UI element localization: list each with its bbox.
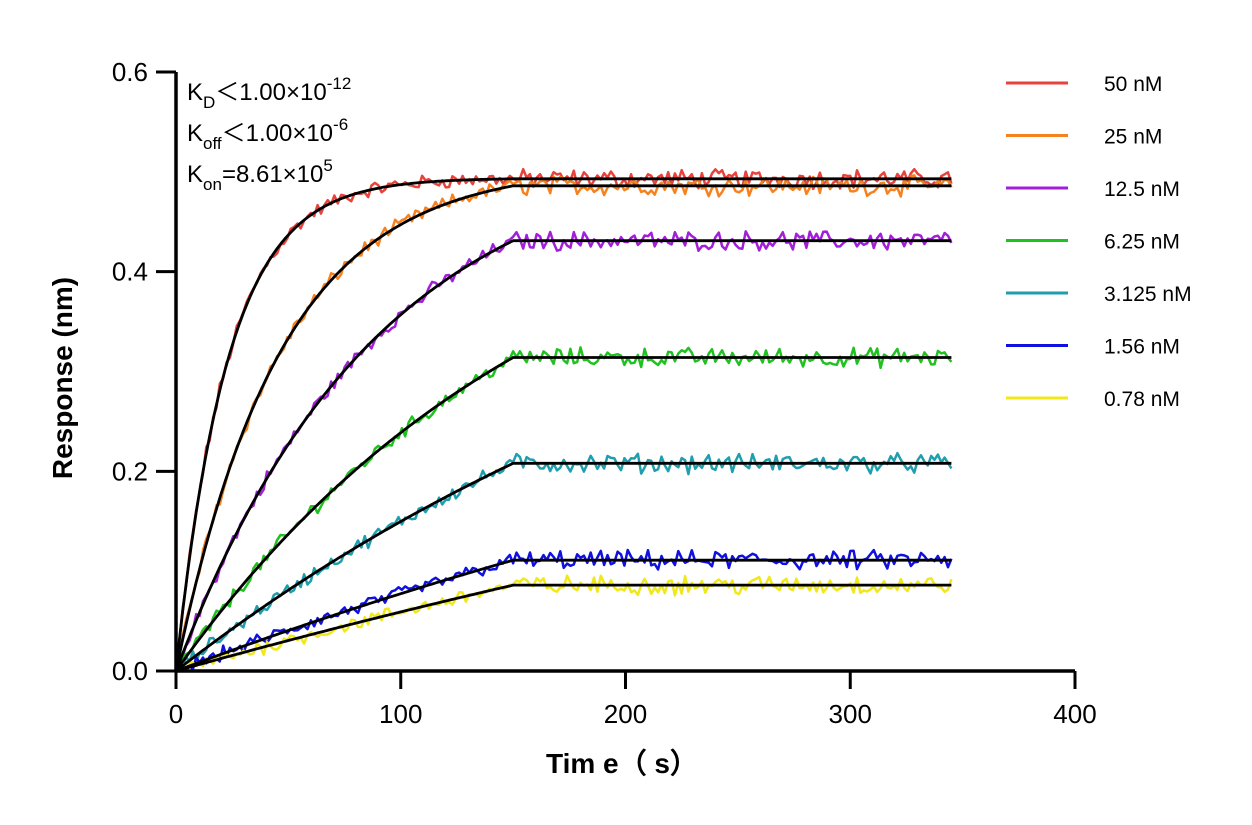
legend: 50 nM 25 nM 12.5 nM 6.25 nM 3.125 nM 1.56 nM 0… <box>1006 73 1192 411</box>
series-line-6 <box>175 548 953 673</box>
legend-label-1: 50 nM <box>1104 73 1162 96</box>
x-tick-label: 200 <box>604 699 647 729</box>
fit-line-5 <box>175 461 952 673</box>
kinetic-annotation-2: Koff＜1.00×10-6 <box>187 115 348 153</box>
y-tick-label: 0.6 <box>112 57 148 87</box>
x-axis-title: Tim e（ s） <box>546 747 698 779</box>
legend-label-6: 1.56 nM <box>1104 336 1180 359</box>
fit-line-2 <box>174 184 952 672</box>
kinetic-annotation-1: KD＜1.00×10-12 <box>187 74 351 112</box>
series-line-2 <box>174 174 953 672</box>
fit-line-1 <box>174 177 952 672</box>
legend-label-7: 0.78 nM <box>1104 388 1180 411</box>
series-line-7 <box>175 574 953 673</box>
y-tick-label: 0.2 <box>112 456 148 486</box>
series-line-4 <box>174 346 953 672</box>
fit-line-6 <box>175 558 952 673</box>
x-tick-label: 0 <box>169 699 183 729</box>
fit-layer <box>174 177 952 673</box>
legend-label-2: 25 nM <box>1104 126 1162 149</box>
x-tick-label: 100 <box>379 699 422 729</box>
legend-label-5: 3.125 nM <box>1104 283 1192 306</box>
data-layer <box>174 167 953 673</box>
series-line-3 <box>174 230 953 672</box>
fit-line-7 <box>175 583 952 673</box>
legend-label-3: 12.5 nM <box>1104 178 1180 201</box>
y-tick-label: 0.0 <box>112 656 148 686</box>
y-tick-label: 0.4 <box>112 257 148 287</box>
fit-line-4 <box>174 356 952 672</box>
fit-line-3 <box>174 239 952 672</box>
x-tick-label: 300 <box>829 699 872 729</box>
kinetic-annotation-3: Kon=8.61×105 <box>187 156 333 194</box>
legend-label-4: 6.25 nM <box>1104 231 1180 254</box>
x-tick-label: 400 <box>1053 699 1096 729</box>
y-axis-title: Response (nm) <box>47 277 78 479</box>
axes: 0 100 200 300 400 0.0 0.2 0.4 0.6 <box>112 57 1097 729</box>
